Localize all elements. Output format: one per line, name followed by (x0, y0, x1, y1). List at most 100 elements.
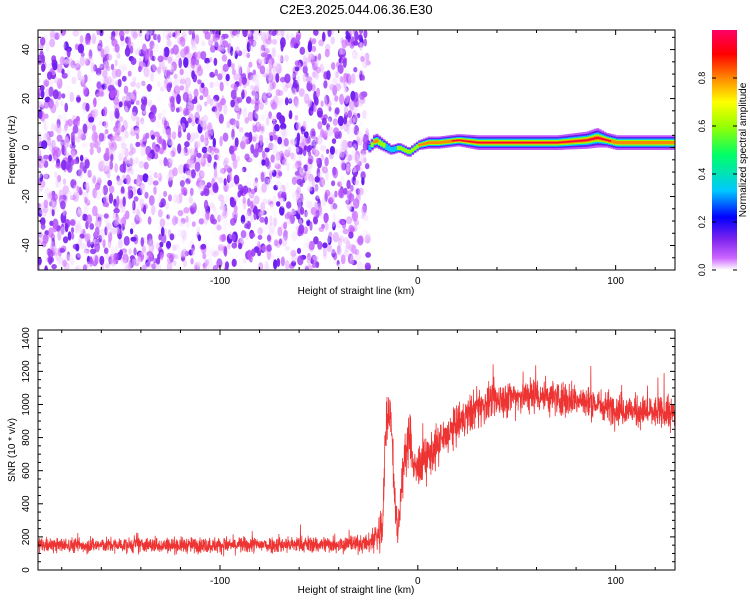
noise-cell (336, 260, 340, 267)
noise-cell (317, 172, 323, 178)
noise-cell (245, 211, 250, 220)
noise-cell (53, 245, 57, 253)
noise-cell (152, 74, 157, 85)
noise-cell (194, 161, 201, 172)
noise-cell (160, 86, 165, 92)
noise-cell (172, 260, 177, 267)
noise-cell (271, 143, 278, 154)
noise-cell (354, 165, 361, 172)
noise-cell (311, 262, 317, 268)
noise-cell (125, 191, 129, 200)
noise-cell (139, 198, 145, 209)
noise-cell (191, 119, 196, 127)
noise-cell (306, 219, 311, 227)
noise-cell (58, 78, 63, 87)
noise-cell (52, 223, 58, 233)
noise-cell (156, 93, 162, 102)
noise-cell (135, 141, 141, 147)
noise-cell (351, 259, 357, 266)
noise-cell (277, 136, 283, 145)
noise-cell (326, 70, 331, 81)
signal-ridge-cell (456, 139, 460, 141)
noise-cell (264, 95, 269, 106)
noise-cell (95, 182, 101, 191)
signal-ridge-cell (461, 140, 464, 142)
noise-cell (268, 60, 274, 70)
noise-cell (129, 65, 135, 72)
noise-cell (127, 262, 133, 270)
noise-cell (267, 178, 273, 185)
noise-cell (52, 201, 58, 211)
colorbar-label: Normalized spectral amplitude (738, 82, 749, 217)
noise-cell (124, 105, 129, 113)
noise-cell (348, 193, 355, 203)
noise-cell (43, 79, 50, 87)
noise-cell (183, 146, 188, 154)
noise-cell (122, 66, 128, 72)
noise-cell (265, 117, 270, 126)
noise-cell (115, 216, 121, 225)
noise-cell (38, 136, 42, 142)
noise-cell (38, 101, 43, 108)
noise-cell (133, 246, 137, 256)
noise-cell (240, 230, 247, 239)
noise-cell (223, 246, 228, 257)
noise-cell (286, 32, 290, 41)
noise-cell (247, 250, 252, 262)
noise-cell (260, 172, 265, 183)
noise-cell (226, 233, 233, 244)
noise-cell (99, 62, 104, 69)
noise-cell (306, 76, 313, 84)
noise-cell (214, 37, 219, 48)
signal-ridge-cell (449, 139, 453, 143)
signal-ridge-cell (498, 141, 502, 144)
noise-cell (323, 80, 328, 89)
noise-cell (62, 259, 67, 267)
noise-cell (212, 265, 219, 270)
noise-cell (68, 57, 73, 67)
signal-ridge-cell (508, 141, 512, 144)
noise-cell (56, 174, 62, 183)
noise-cell (284, 97, 289, 106)
noise-cell (153, 53, 158, 61)
noise-cell (103, 213, 109, 219)
noise-cell (124, 47, 131, 57)
noise-cell (199, 157, 205, 163)
noise-cell (84, 159, 90, 169)
noise-cell (253, 195, 260, 205)
noise-cell (150, 134, 156, 140)
noise-cell (147, 99, 153, 108)
noise-cell (223, 104, 228, 115)
noise-cell (84, 59, 91, 66)
noise-cell (58, 46, 64, 55)
noise-cell (163, 46, 170, 58)
noise-cell (299, 166, 306, 176)
noise-cell (246, 77, 250, 87)
noise-cell (191, 247, 195, 256)
noise-cell (114, 108, 120, 119)
noise-cell (147, 100, 153, 107)
noise-cell (244, 65, 250, 72)
signal-ridge-cell (442, 140, 445, 144)
noise-cell (204, 31, 211, 40)
noise-cell (364, 234, 371, 244)
noise-cell (258, 102, 264, 111)
noise-cell (323, 98, 328, 107)
signal-ridge-cell (631, 141, 635, 145)
noise-cell (50, 103, 57, 114)
noise-cell (284, 245, 290, 251)
noise-cell (233, 174, 240, 185)
noise-cell (258, 134, 264, 144)
noise-cell (73, 234, 79, 244)
signal-ridge-cell (503, 141, 507, 144)
noise-cell (126, 160, 131, 167)
noise-cell (207, 105, 212, 115)
noise-cell (133, 125, 139, 131)
colorbar-tick-label: 0.8 (697, 72, 707, 85)
noise-cell (163, 157, 168, 167)
noise-cell (186, 132, 191, 141)
noise-cell (188, 195, 193, 204)
noise-cell (38, 101, 45, 108)
noise-cell (149, 169, 153, 176)
noise-cell (212, 137, 216, 148)
